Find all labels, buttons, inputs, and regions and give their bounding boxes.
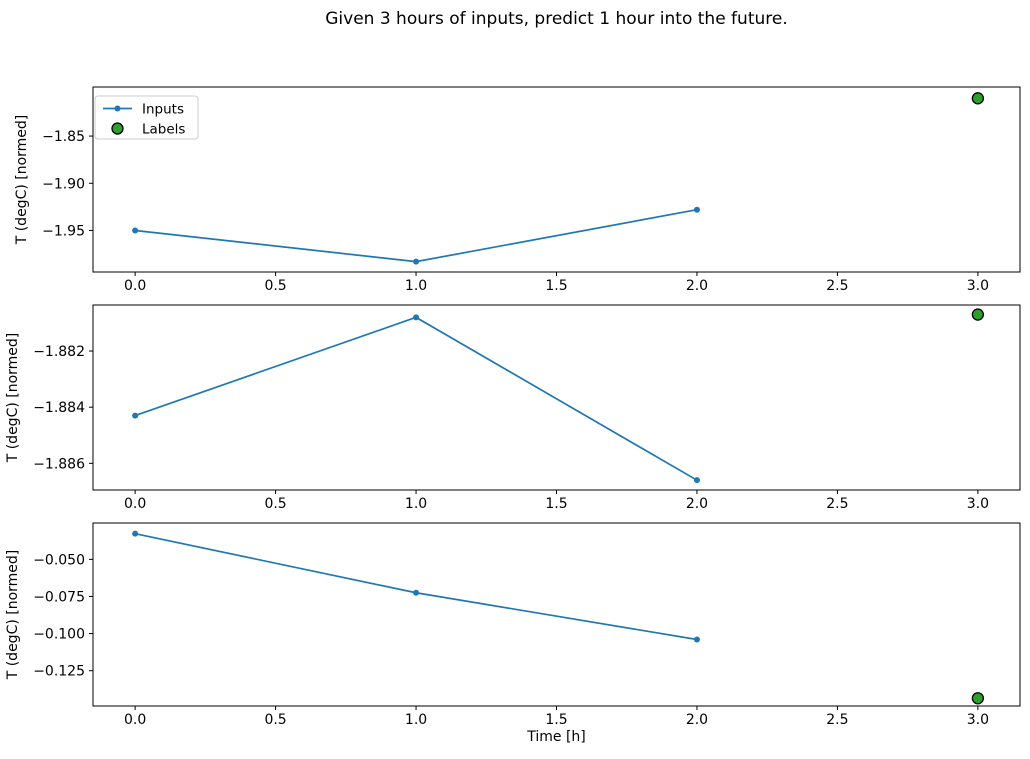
inputs-marker xyxy=(413,258,420,265)
legend-labels-circle-icon xyxy=(111,122,124,135)
x-tick-label: 3.0 xyxy=(967,278,989,294)
x-tick-label: 2.0 xyxy=(686,712,708,728)
axes-frame xyxy=(92,522,1021,707)
axes-frame xyxy=(92,86,1021,273)
y-tick-label: −0.100 xyxy=(33,627,85,643)
y-tick-label: −1.95 xyxy=(42,223,85,239)
labels-point xyxy=(971,692,985,705)
y-tick-label: −0.075 xyxy=(33,589,85,605)
y-tick-label: −1.882 xyxy=(33,344,85,360)
x-tick-label: 2.5 xyxy=(826,278,848,294)
y-tick-label: −0.050 xyxy=(33,552,85,568)
subplot-2: 0.0 0.5 1.0 1.5 2.0 2.5 3.0 −1.882 −1.884 −1.886 T… xyxy=(5,304,1021,512)
x-tick-label: 1.5 xyxy=(545,278,567,294)
subplot-1: 0.0 0.5 1.0 1.5 2.0 2.5 3.0 −1.85 −1.90 −1.95 T (d… xyxy=(14,86,1021,294)
y-axis-label: T (degC) [normed] xyxy=(5,333,21,464)
x-tick-label: 1.5 xyxy=(545,496,567,512)
inputs-marker xyxy=(132,227,139,234)
y-axis-label: T (degC) [normed] xyxy=(5,550,21,681)
inputs-marker xyxy=(413,314,420,321)
x-tick-label: 0.5 xyxy=(264,496,286,512)
legend: Inputs Labels xyxy=(94,95,199,140)
subplot-3: 0.0 0.5 1.0 1.5 2.0 2.5 3.0 −0.050 −0.075 −0.100 −… xyxy=(5,522,1021,745)
y-tick-label: −1.886 xyxy=(33,456,85,472)
x-tick-label: 3.0 xyxy=(967,712,989,728)
x-tick-label: 2.5 xyxy=(826,712,848,728)
x-tick-label: 0.0 xyxy=(124,496,146,512)
axes-frame xyxy=(92,304,1021,491)
x-tick-label: 2.0 xyxy=(686,278,708,294)
x-tick-label: 2.5 xyxy=(826,496,848,512)
figure-title: Given 3 hours of inputs, predict 1 hour … xyxy=(325,9,788,29)
inputs-marker xyxy=(132,412,139,419)
x-tick-label: 3.0 xyxy=(967,496,989,512)
x-tick-label: 0.5 xyxy=(264,278,286,294)
inputs-marker xyxy=(693,477,700,484)
y-tick-label: −1.884 xyxy=(33,400,85,416)
x-tick-label: 1.0 xyxy=(405,712,427,728)
inputs-marker xyxy=(132,530,139,537)
legend-item-label: Labels xyxy=(142,122,185,138)
x-tick-label: 0.5 xyxy=(264,712,286,728)
inputs-marker xyxy=(413,589,420,596)
y-tick-label: −0.125 xyxy=(33,664,85,680)
labels-point xyxy=(971,92,985,105)
inputs-marker xyxy=(693,636,700,643)
y-axis-label: T (degC) [normed] xyxy=(14,115,30,246)
legend-inputs-marker-icon xyxy=(114,105,121,112)
inputs-line xyxy=(134,532,698,641)
labels-point xyxy=(971,308,985,321)
x-tick-label: 0.0 xyxy=(124,712,146,728)
inputs-marker xyxy=(693,206,700,213)
legend-item-label: Inputs xyxy=(142,102,184,118)
x-tick-label: 1.0 xyxy=(405,278,427,294)
y-tick-label: −1.90 xyxy=(42,176,85,192)
x-tick-label: 2.0 xyxy=(686,496,708,512)
x-tick-label: 1.5 xyxy=(545,712,567,728)
y-tick-label: −1.85 xyxy=(42,129,85,145)
x-tick-label: 1.0 xyxy=(405,496,427,512)
x-tick-label: 0.0 xyxy=(124,278,146,294)
x-axis-label: Time [h] xyxy=(526,729,586,745)
inputs-line xyxy=(135,208,698,263)
inputs-line xyxy=(134,316,698,481)
